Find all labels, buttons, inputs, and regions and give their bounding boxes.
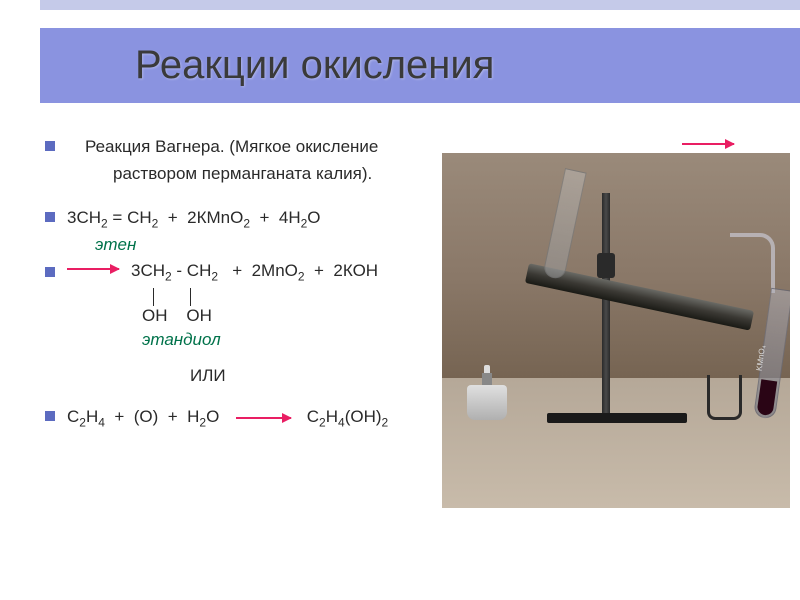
slide-container: Реакции окисления Реакция Вагнера. (Мягк…: [0, 0, 800, 600]
text-content: Реакция Вагнера. (Мягкое окисление раств…: [45, 135, 445, 434]
kmno4-solution: [756, 379, 777, 416]
burner-body: [467, 385, 507, 420]
decorative-top-bar: [40, 0, 800, 10]
kmno4-label: KMnO₄: [755, 345, 768, 372]
slide-title: Реакции окисления: [135, 43, 494, 88]
title-bar: Реакции окисления: [40, 28, 800, 103]
ethene-label: этен: [45, 235, 445, 255]
intro-text-2: раствором перманганата калия).: [45, 162, 445, 187]
or-text: ИЛИ: [45, 364, 445, 389]
heated-test-tube: [542, 168, 586, 280]
reaction-1-products: 3CH2 - CH2 + 2MnO2 + 2КОН: [45, 259, 445, 286]
reaction-1-reactants: 3CH2 = CH2 + 2КMnO2 + 4H2O: [45, 206, 445, 233]
clamp-knob: [597, 253, 615, 278]
ethanediol-label: этандиол: [45, 330, 445, 350]
stand-base: [547, 413, 687, 423]
intro-text-1: Реакция Вагнера. (Мягкое окисление: [45, 135, 445, 160]
reaction-arrow-icon: [236, 417, 291, 419]
oh-groups: OH OH: [45, 304, 445, 329]
spirit-burner: [457, 365, 517, 420]
reaction-2: C2H4 + (O) + H2O C2H4(OH)2: [45, 405, 445, 432]
annotation-arrow-icon: [682, 143, 734, 145]
experiment-photo: KMnO₄: [442, 153, 790, 508]
delivery-tube: [730, 233, 775, 293]
test-tube-rack: [707, 390, 742, 420]
burner-wick: [484, 365, 490, 373]
burner-neck: [482, 373, 492, 385]
stand-pole: [602, 193, 610, 413]
